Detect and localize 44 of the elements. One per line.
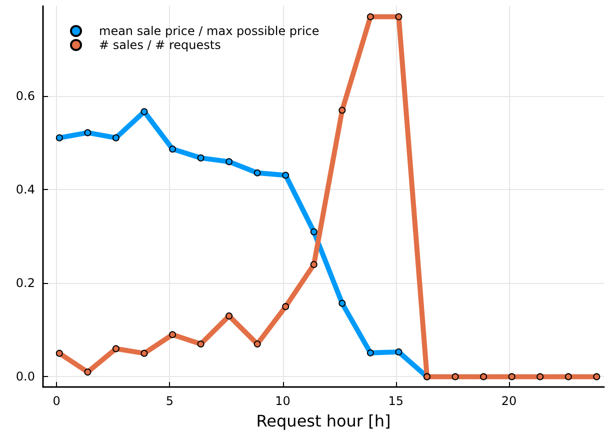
- point: [254, 340, 261, 348]
- point: [84, 129, 92, 136]
- point: [56, 134, 63, 142]
- point: [197, 340, 204, 348]
- point: [226, 158, 233, 166]
- point: [452, 373, 459, 380]
- point: [508, 373, 516, 380]
- point: [338, 106, 346, 114]
- y-tick-label: 0.6: [16, 89, 35, 104]
- y-tick-label: 0.4: [16, 182, 35, 197]
- point: [282, 303, 290, 310]
- x-tick-label: 0: [52, 394, 60, 408]
- point: [282, 172, 290, 179]
- point: [480, 373, 488, 380]
- point: [56, 350, 63, 357]
- point: [226, 312, 233, 320]
- point: [310, 228, 318, 236]
- point: [366, 13, 374, 20]
- point: [593, 373, 600, 380]
- point: [112, 345, 120, 352]
- y-tick-label: 0.2: [16, 276, 35, 290]
- point: [112, 134, 120, 142]
- point: [197, 154, 204, 162]
- point: [366, 349, 374, 356]
- point: [169, 146, 176, 153]
- y-tick-label: 0.0: [16, 370, 35, 384]
- point: [84, 368, 92, 376]
- x-tick-label: 5: [166, 394, 174, 408]
- point: [338, 300, 346, 307]
- x-axis-title: Request hour [h]: [256, 412, 391, 430]
- x-tick-label: 10: [275, 394, 290, 408]
- point: [395, 13, 402, 20]
- point: [140, 108, 148, 116]
- x-tick-label: 15: [388, 394, 404, 408]
- legend-label: # sales / # requests: [99, 38, 221, 52]
- point: [395, 348, 402, 356]
- point: [536, 373, 544, 380]
- point: [254, 169, 261, 176]
- point: [169, 331, 176, 338]
- point: [140, 350, 148, 357]
- point: [564, 373, 572, 380]
- legend-label: mean sale price / max possible price: [99, 24, 320, 38]
- x-tick-label: 20: [501, 394, 517, 408]
- point: [310, 261, 318, 268]
